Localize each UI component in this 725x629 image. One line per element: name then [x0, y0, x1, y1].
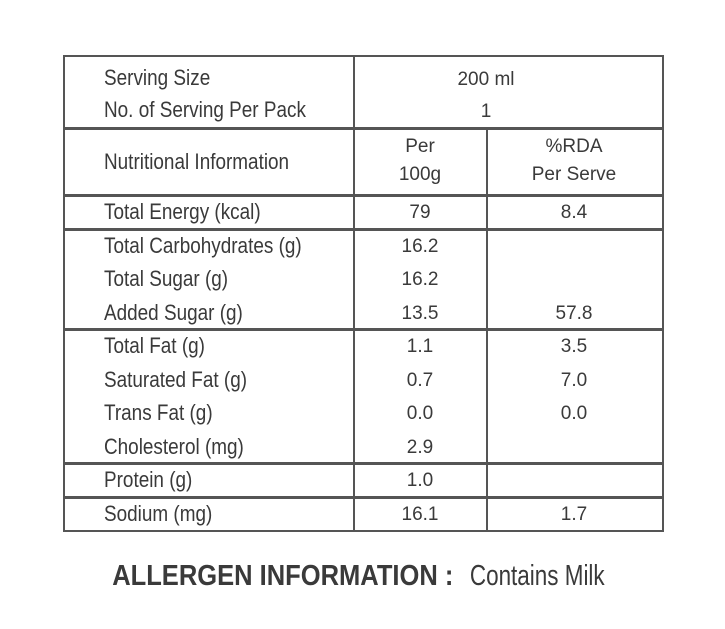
per100g-value: 79 — [409, 202, 431, 223]
nutrient-name: Trans Fat (g) — [104, 400, 213, 425]
nutrient-name: Total Energy (kcal) — [104, 199, 261, 224]
rule — [63, 462, 662, 465]
rule — [486, 128, 488, 532]
rule — [63, 227, 662, 231]
rule — [662, 55, 664, 532]
per100g-value: 2.9 — [406, 436, 434, 458]
nutrient-name: Total Fat (g) — [104, 333, 205, 358]
allergen-line: ALLERGEN INFORMATION : Contains Milk — [112, 560, 613, 593]
rda-value: 8.4 — [560, 202, 588, 223]
rda-value: 1.7 — [560, 503, 588, 525]
rda-value: 0.0 — [560, 403, 588, 424]
rule — [63, 495, 662, 499]
header-name: Nutritional Information — [104, 149, 290, 174]
header-per100g: Per — [405, 136, 435, 157]
serving-count-label: No. of Serving Per Pack — [104, 97, 306, 122]
rule — [63, 55, 65, 532]
serving-size-label: Serving Size — [104, 65, 211, 90]
header-rda: %RDA — [545, 136, 603, 157]
rule — [63, 530, 662, 532]
per100g-value: 0.0 — [406, 403, 434, 424]
serving-size-value: 200 ml — [457, 69, 515, 90]
rule — [353, 55, 355, 532]
per100g-value: 16.1 — [401, 503, 439, 525]
per100g-value: 13.5 — [401, 302, 439, 324]
nutrient-name: Protein (g) — [104, 467, 193, 492]
allergen-label: ALLERGEN INFORMATION : — [111, 560, 453, 592]
per100g-value: 1.1 — [406, 336, 434, 357]
rda-value: 57.8 — [555, 302, 593, 324]
allergen-text: Contains Milk — [469, 560, 605, 592]
nutrient-name: Added Sugar (g) — [104, 299, 243, 325]
per100g-value: 1.0 — [406, 470, 434, 491]
rule — [63, 194, 662, 197]
header-per100g: 100g — [398, 164, 442, 185]
rule — [63, 328, 662, 331]
header-rda: Per Serve — [531, 164, 617, 185]
nutrient-name: Total Carbohydrates (g) — [104, 232, 302, 258]
rda-value: 3.5 — [560, 336, 588, 357]
serving-count-value: 1 — [480, 101, 492, 122]
rule — [63, 55, 662, 57]
per100g-value: 16.2 — [401, 269, 439, 290]
rda-value: 7.0 — [560, 369, 588, 391]
rule — [63, 127, 662, 130]
nutrient-name: Total Sugar (g) — [104, 266, 229, 291]
allergen-info: ALLERGEN INFORMATION : Contains Milk — [0, 560, 725, 593]
nutrient-name: Sodium (mg) — [104, 500, 213, 526]
per100g-value: 16.2 — [401, 235, 439, 257]
nutrient-name: Cholesterol (mg) — [104, 433, 244, 459]
nutrient-name: Saturated Fat (g) — [104, 366, 248, 392]
per100g-value: 0.7 — [406, 369, 434, 391]
